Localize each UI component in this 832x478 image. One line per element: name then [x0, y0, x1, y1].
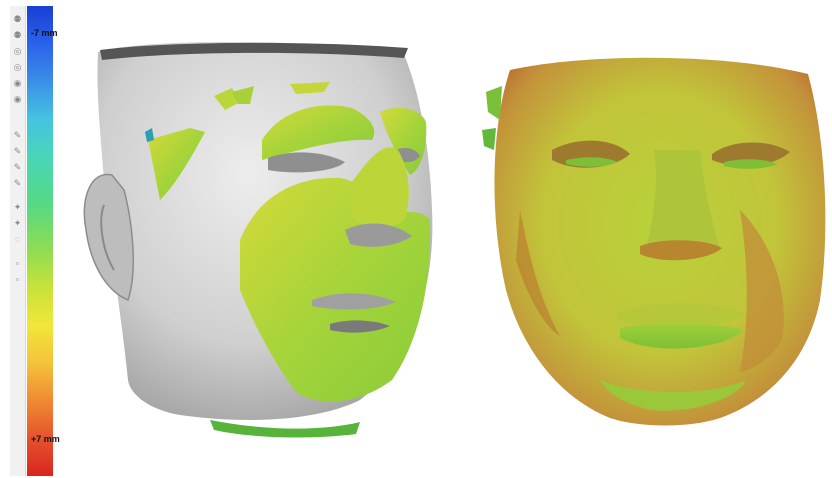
section-tool-icon[interactable]: ▫ [15, 274, 20, 284]
brow-patch [262, 105, 375, 160]
nose-region [646, 150, 720, 259]
left-head-scan [83, 41, 433, 438]
point-tool-icon[interactable]: ✦ [13, 202, 22, 212]
landmark-tool-icon[interactable]: ✦ [13, 218, 22, 228]
zoom-tool-icon[interactable]: ◎ [13, 46, 22, 56]
chin-region [600, 380, 746, 411]
rotate-tool-icon[interactable]: ⚉ [13, 14, 22, 24]
nostril-gap [345, 223, 412, 247]
fit-view-icon[interactable]: ◎ [13, 62, 22, 72]
pan-tool-icon[interactable]: ⚉ [13, 30, 22, 40]
tool-strip: ⚉ ⚉ ◎ ◎ ◉ ◉ ✎ ✎ ✎ ✎ ✦ ✦ ◌ ▫ ▫ [10, 6, 26, 476]
measure-tool-icon[interactable]: ▫ [15, 258, 20, 268]
scale-bottom-label: +7 mm [31, 434, 60, 444]
align-tool-icon[interactable]: ◌ [14, 234, 21, 244]
eraser-tool-icon[interactable]: ✎ [13, 178, 22, 188]
cheek-patch-left [148, 128, 205, 200]
marker-tool-icon[interactable]: ✎ [13, 162, 22, 172]
right-eye-region [712, 142, 790, 167]
chin-underside-overlay [210, 420, 360, 438]
mouth-gap [312, 293, 396, 310]
view-front-icon[interactable]: ◉ [13, 78, 22, 88]
lower-lip-region [620, 323, 744, 349]
brush-tool-icon[interactable]: ✎ [13, 130, 22, 140]
right-face-deviation-map [482, 57, 826, 426]
pen-tool-icon[interactable]: ✎ [13, 146, 22, 156]
upper-lip-region [618, 303, 746, 328]
scale-top-label: -7 mm [31, 28, 58, 38]
hair-cut-edge [100, 42, 408, 60]
nose-overlay [352, 147, 409, 228]
left-ear [83, 173, 134, 302]
deviation-color-scale [27, 6, 53, 476]
view-side-icon[interactable]: ◉ [13, 94, 22, 104]
